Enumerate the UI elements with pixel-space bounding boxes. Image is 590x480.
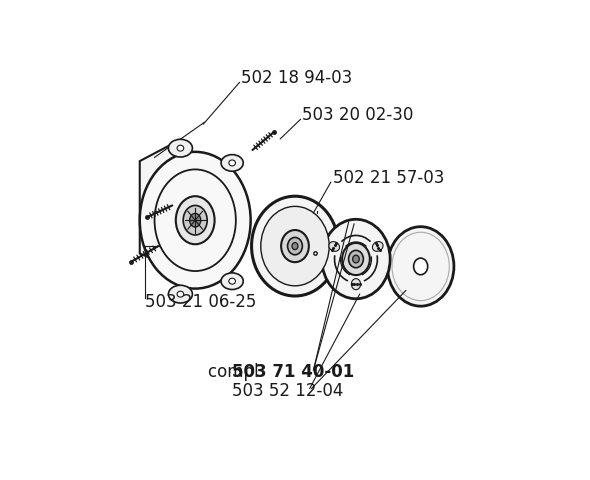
Ellipse shape bbox=[388, 227, 454, 306]
Ellipse shape bbox=[342, 243, 370, 275]
Ellipse shape bbox=[261, 206, 329, 286]
Ellipse shape bbox=[221, 155, 243, 171]
Ellipse shape bbox=[168, 285, 192, 303]
Ellipse shape bbox=[183, 205, 207, 235]
Text: 502 18 94-03: 502 18 94-03 bbox=[241, 69, 353, 87]
Ellipse shape bbox=[229, 278, 235, 284]
Ellipse shape bbox=[414, 258, 428, 275]
Ellipse shape bbox=[176, 196, 215, 244]
Ellipse shape bbox=[287, 238, 302, 255]
Ellipse shape bbox=[168, 139, 192, 157]
Ellipse shape bbox=[251, 196, 339, 296]
Text: 503 20 02-30: 503 20 02-30 bbox=[302, 106, 414, 124]
Ellipse shape bbox=[140, 152, 251, 288]
Ellipse shape bbox=[281, 230, 309, 262]
Ellipse shape bbox=[353, 255, 359, 263]
Text: 503 71 40-01: 503 71 40-01 bbox=[232, 363, 355, 382]
Ellipse shape bbox=[189, 214, 201, 227]
Polygon shape bbox=[140, 143, 175, 268]
Ellipse shape bbox=[372, 241, 383, 252]
Ellipse shape bbox=[292, 242, 298, 250]
Ellipse shape bbox=[177, 291, 183, 297]
Ellipse shape bbox=[221, 273, 243, 289]
Ellipse shape bbox=[329, 241, 339, 252]
Ellipse shape bbox=[352, 278, 360, 290]
Ellipse shape bbox=[349, 251, 363, 268]
Text: 503 52 12-04: 503 52 12-04 bbox=[232, 382, 343, 400]
Ellipse shape bbox=[229, 160, 235, 166]
Ellipse shape bbox=[177, 145, 183, 151]
Text: 502 21 57-03: 502 21 57-03 bbox=[333, 169, 444, 187]
Text: compl: compl bbox=[208, 363, 264, 382]
Text: 503 21 06-25: 503 21 06-25 bbox=[145, 293, 257, 311]
Text: eReplacementParts.com: eReplacementParts.com bbox=[226, 232, 379, 245]
Ellipse shape bbox=[322, 219, 390, 299]
